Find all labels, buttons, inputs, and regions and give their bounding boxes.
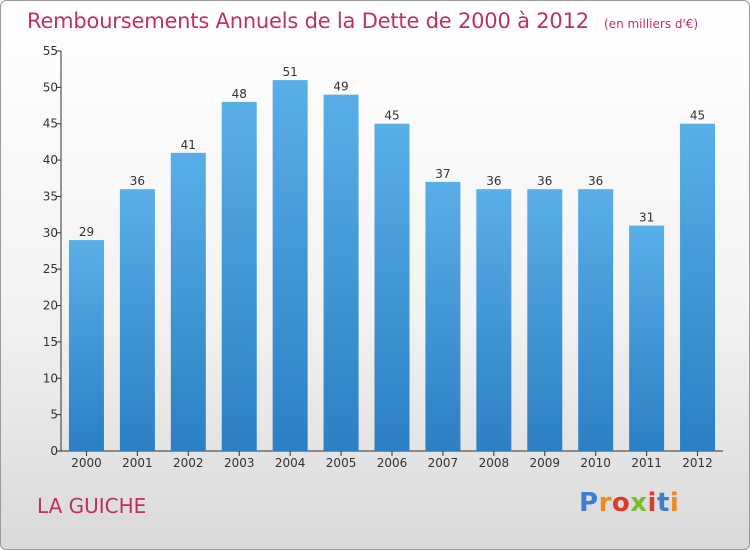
- logo-letter: P: [579, 488, 599, 518]
- bars: [68, 80, 716, 452]
- y-tick-label: 10: [43, 371, 58, 385]
- bar: [170, 152, 206, 451]
- data-label: 36: [537, 174, 552, 188]
- logo-letter: x: [630, 488, 648, 518]
- data-label: 36: [588, 174, 603, 188]
- data-label: 45: [690, 109, 705, 123]
- data-label: 31: [639, 211, 654, 225]
- data-label: 48: [232, 87, 247, 101]
- y-tick-label: 5: [50, 408, 58, 422]
- y-tick-label: 0: [50, 444, 58, 458]
- data-label: 51: [283, 65, 298, 79]
- data-label: 37: [435, 167, 450, 181]
- chart-subtitle: (en milliers d'€): [604, 17, 699, 31]
- data-label: 29: [79, 225, 94, 239]
- bar: [629, 225, 665, 451]
- x-tick-label: 2011: [631, 456, 662, 470]
- y-tick-label: 15: [43, 335, 58, 349]
- x-tick-label: 2007: [428, 456, 459, 470]
- y-tick-label: 30: [43, 226, 58, 240]
- y-tick-label: 20: [43, 299, 58, 313]
- x-tick-label: 2005: [326, 456, 357, 470]
- data-label: 41: [181, 138, 196, 152]
- x-tick-label: 2012: [682, 456, 713, 470]
- y-tick-label: 35: [43, 189, 58, 203]
- x-tick-label: 2001: [122, 456, 153, 470]
- x-tick-label: 2003: [224, 456, 255, 470]
- bar: [578, 189, 614, 451]
- chart-title-row: Remboursements Annuels de la Dette de 20…: [27, 9, 698, 33]
- bar: [323, 94, 359, 452]
- bar: [68, 240, 104, 451]
- bar: [272, 80, 308, 451]
- proxiti-logo: Proxiti: [579, 488, 679, 518]
- data-label: 49: [333, 80, 348, 94]
- bar: [680, 123, 716, 452]
- bar: [119, 189, 155, 451]
- data-label: 45: [384, 109, 399, 123]
- x-tick-label: 2009: [529, 456, 560, 470]
- logo-letter: o: [611, 488, 631, 518]
- bar: [425, 181, 461, 451]
- logo-letter: i: [647, 488, 657, 518]
- x-tick-label: 2008: [479, 456, 510, 470]
- logo-letter: t: [656, 488, 670, 518]
- chart-title: Remboursements Annuels de la Dette de 20…: [27, 9, 589, 33]
- bar: [476, 189, 512, 451]
- x-tick-label: 2006: [377, 456, 408, 470]
- axes: 0 5 10 15 20 25 30 35 40 45 50 55 2000 2001 2002 2003 20…: [43, 44, 723, 470]
- logo-letter: r: [598, 488, 612, 518]
- y-tick-label: 25: [43, 262, 58, 276]
- value-labels: 29 36 41 48 51 49 45 37 36 36 36 31 45: [79, 65, 705, 239]
- logo-letter: i: [669, 488, 680, 518]
- x-tick-label: 2000: [71, 456, 102, 470]
- y-tick-label: 55: [43, 44, 58, 58]
- x-tick-label: 2004: [275, 456, 306, 470]
- data-label: 36: [130, 174, 145, 188]
- x-tick-label: 2002: [173, 456, 204, 470]
- y-tick-label: 45: [43, 117, 58, 131]
- bar: [221, 101, 257, 451]
- bar: [374, 123, 410, 452]
- y-tick-label: 50: [43, 80, 58, 94]
- y-tick-label: 40: [43, 153, 58, 167]
- x-tick-label: 2010: [580, 456, 611, 470]
- commune-name: LA GUICHE: [37, 494, 147, 518]
- bar: [527, 189, 563, 451]
- data-label: 36: [486, 174, 501, 188]
